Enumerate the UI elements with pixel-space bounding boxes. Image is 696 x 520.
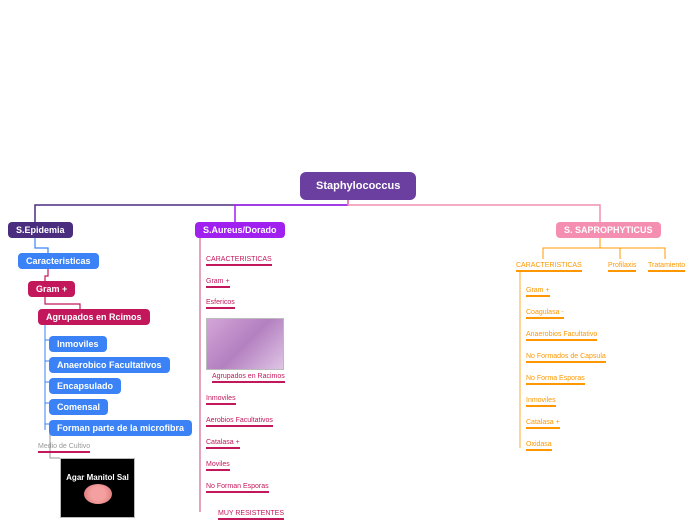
epidemia-item-0[interactable]: Gram + (28, 281, 75, 297)
sapro-item-2: Anaerobios Facultativo (526, 331, 597, 341)
epidemia-item-1[interactable]: Agrupados en Rcimos (38, 309, 150, 325)
epidemia-item-5[interactable]: Comensal (49, 399, 108, 415)
aureus-item-2: Agrupados en Racimos (212, 373, 285, 383)
sapro-item-4: No Forma Esporas (526, 375, 585, 385)
aureus-item-1: Esfericos (206, 299, 235, 309)
agar-image-label: Agar Manitol Sal (66, 473, 129, 482)
aureus-item-0: Gram + (206, 278, 230, 288)
sapro-item-0: Gram + (526, 287, 550, 297)
epidemia-item-3[interactable]: Anaerobico Facultativos (49, 357, 170, 373)
sapro-item-3: No Formados de Capsula (526, 353, 606, 363)
aureus-item-8: MUY RESISTENTES (218, 510, 284, 520)
epidemia-caracteristicas[interactable]: Caracteristicas (18, 253, 99, 269)
epidemia-item-6[interactable]: Forman parte de la microfibra (49, 420, 192, 436)
epidemia-small-label: Medio de Cultivo (38, 443, 90, 453)
aureus-item-6: Moviles (206, 461, 230, 471)
epidemia-item-4[interactable]: Encapsulado (49, 378, 121, 394)
sapro-sub2: Profilaxis (608, 262, 636, 272)
aureus-item-7: No Forman Esporas (206, 483, 269, 493)
sapro-item-7: Oxidasa (526, 441, 552, 451)
branch-epidemia[interactable]: S.Epidemia (8, 222, 73, 238)
root-node[interactable]: Staphylococcus (300, 172, 416, 200)
aureus-sub: CARACTERISTICAS (206, 256, 272, 266)
sapro-item-5: Inmoviles (526, 397, 556, 407)
agar-image: Agar Manitol Sal (60, 458, 135, 518)
connector-lines (0, 0, 696, 520)
aureus-item-5: Catalasa + (206, 439, 240, 449)
aureus-item-3: Inmoviles (206, 395, 236, 405)
histology-image (206, 318, 284, 370)
sapro-sub1: CARACTERISTICAS (516, 262, 582, 272)
epidemia-item-2[interactable]: Inmoviles (49, 336, 107, 352)
sapro-item-6: Catalasa + (526, 419, 560, 429)
branch-aureus[interactable]: S.Aureus/Dorado (195, 222, 285, 238)
branch-sapro[interactable]: S. SAPROPHYTICUS (556, 222, 661, 238)
sapro-sub3: Tratamiento (648, 262, 685, 272)
aureus-item-4: Aerobios Facultativos (206, 417, 273, 427)
sapro-item-1: Coagulasa - (526, 309, 564, 319)
